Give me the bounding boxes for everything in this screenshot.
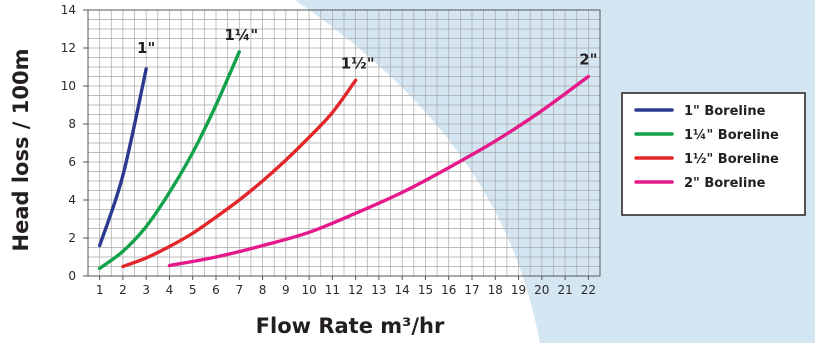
x-tick-label: 11 [325, 283, 340, 297]
x-tick-label: 6 [212, 283, 220, 297]
x-tick-label: 20 [534, 283, 549, 297]
y-tick-label: 14 [61, 3, 76, 17]
x-tick-label: 1 [96, 283, 104, 297]
series-line-3 [121, 78, 358, 269]
plot-frame [87, 9, 601, 277]
x-tick-label: 9 [282, 283, 290, 297]
legend-box [621, 92, 806, 216]
series-end-label: 1¼" [224, 26, 258, 44]
x-tick-label: 4 [166, 283, 174, 297]
legend-item-label: 2" Boreline [684, 176, 766, 191]
x-tick-label: 10 [301, 283, 316, 297]
y-tick-label: 12 [61, 41, 76, 55]
x-tick-label: 7 [235, 283, 243, 297]
series-line-2 [97, 50, 241, 271]
y-tick-label: 10 [61, 79, 76, 93]
x-tick-label: 18 [488, 283, 503, 297]
y-tick-label: 6 [68, 155, 76, 169]
legend-item-label: 1" Boreline [684, 104, 766, 119]
x-tick-label: 17 [464, 283, 479, 297]
x-tick-label: 14 [395, 283, 410, 297]
series-line-1 [97, 67, 148, 248]
y-axis-title: Head loss / 100m [9, 49, 33, 252]
x-tick-label: 12 [348, 283, 363, 297]
axis-ticks: 1 2 3 4 5 6 7 8 9 10 11 12 13 14 15 16 17 18 19 20 21 2202468… [61, 3, 596, 297]
legend-item-label: 1¼" Boreline [684, 128, 779, 143]
x-tick-label: 21 [557, 283, 572, 297]
x-tick-label: 15 [418, 283, 433, 297]
x-tick-label: 19 [511, 283, 526, 297]
x-tick-label: 13 [371, 283, 386, 297]
x-tick-label: 22 [581, 283, 596, 297]
series-end-label: 2" [579, 51, 597, 69]
legend: 1" Boreline 1¼" Boreline 1½" Boreline 2" Bo… [621, 92, 806, 216]
x-tick-label: 3 [142, 283, 150, 297]
x-tick-label: 8 [259, 283, 267, 297]
y-tick-label: 0 [68, 269, 76, 283]
series-lines [97, 50, 591, 271]
series-end-label: 1½" [341, 54, 375, 72]
x-tick-label: 16 [441, 283, 456, 297]
y-tick-label: 2 [68, 231, 76, 245]
series-end-labels: 1" 1¼" 1½" 2" [137, 26, 597, 73]
x-axis-title: Flow Rate m³/hr [256, 314, 445, 338]
legend-item-label: 1½" Boreline [684, 152, 779, 167]
y-tick-label: 8 [68, 117, 76, 131]
x-tick-label: 5 [189, 283, 197, 297]
y-tick-label: 4 [68, 193, 76, 207]
series-end-label: 1" [137, 39, 155, 57]
series-line-4 [167, 74, 591, 268]
x-tick-label: 2 [119, 283, 127, 297]
